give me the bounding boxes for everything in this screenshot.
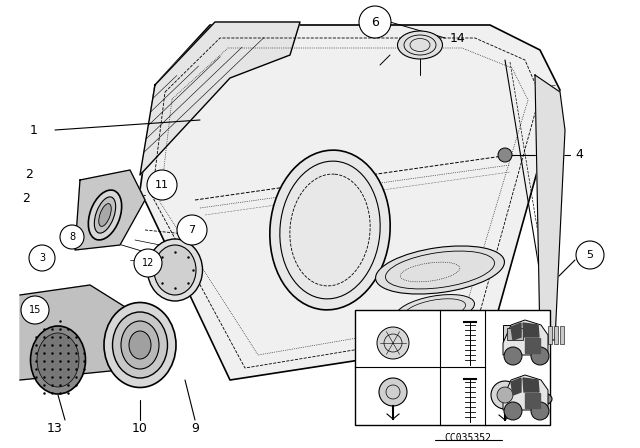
- Polygon shape: [525, 338, 540, 353]
- Circle shape: [60, 225, 84, 249]
- Circle shape: [531, 402, 549, 420]
- Text: 7: 7: [489, 313, 495, 323]
- Text: 15: 15: [29, 305, 41, 315]
- Text: 13: 13: [47, 422, 63, 435]
- Text: 9: 9: [191, 422, 199, 435]
- Bar: [503, 325, 527, 343]
- Bar: [355, 310, 550, 425]
- Circle shape: [504, 347, 522, 365]
- Ellipse shape: [121, 321, 159, 369]
- Polygon shape: [523, 378, 539, 392]
- Ellipse shape: [376, 246, 504, 294]
- Ellipse shape: [270, 150, 390, 310]
- Text: 5: 5: [537, 313, 543, 323]
- Circle shape: [29, 245, 55, 271]
- Text: 2: 2: [25, 168, 33, 181]
- Text: 3: 3: [39, 253, 45, 263]
- Text: 5: 5: [586, 250, 593, 260]
- Circle shape: [491, 381, 519, 409]
- Ellipse shape: [94, 197, 116, 233]
- Ellipse shape: [129, 331, 151, 359]
- Ellipse shape: [147, 239, 202, 301]
- Polygon shape: [511, 323, 521, 340]
- Text: 4: 4: [575, 148, 583, 161]
- Ellipse shape: [113, 312, 168, 378]
- Text: 10: 10: [132, 422, 148, 435]
- Polygon shape: [75, 170, 145, 250]
- Text: 1: 1: [30, 124, 38, 137]
- Circle shape: [504, 402, 522, 420]
- Text: 6: 6: [371, 16, 379, 29]
- Bar: [560, 326, 564, 344]
- Ellipse shape: [534, 393, 552, 405]
- Circle shape: [377, 327, 409, 359]
- Ellipse shape: [37, 333, 79, 387]
- Ellipse shape: [397, 31, 442, 59]
- Text: 6: 6: [489, 370, 495, 380]
- Polygon shape: [503, 375, 548, 410]
- Polygon shape: [523, 323, 539, 337]
- Polygon shape: [140, 25, 560, 380]
- Text: 8: 8: [69, 232, 75, 242]
- Circle shape: [531, 347, 549, 365]
- Text: 8: 8: [443, 370, 449, 380]
- Ellipse shape: [154, 245, 196, 295]
- Ellipse shape: [88, 190, 122, 240]
- Text: 15: 15: [359, 315, 371, 325]
- Circle shape: [498, 148, 512, 162]
- Polygon shape: [140, 22, 300, 175]
- Text: 2: 2: [22, 191, 30, 204]
- Bar: [507, 328, 523, 340]
- Text: 12: 12: [359, 370, 371, 380]
- Polygon shape: [511, 378, 521, 395]
- Text: 3: 3: [527, 370, 533, 380]
- Ellipse shape: [396, 295, 474, 325]
- Text: 7: 7: [188, 225, 196, 235]
- Circle shape: [177, 215, 207, 245]
- Polygon shape: [503, 320, 548, 355]
- Bar: [554, 326, 558, 344]
- Text: 14: 14: [450, 31, 466, 44]
- Polygon shape: [525, 393, 540, 408]
- Circle shape: [359, 6, 391, 38]
- Circle shape: [21, 296, 49, 324]
- Text: 11: 11: [155, 180, 169, 190]
- Circle shape: [379, 378, 407, 406]
- Text: 11: 11: [443, 313, 455, 323]
- Circle shape: [497, 387, 513, 403]
- Polygon shape: [535, 75, 565, 340]
- Bar: [548, 326, 552, 344]
- Circle shape: [147, 170, 177, 200]
- Circle shape: [576, 241, 604, 269]
- Ellipse shape: [99, 203, 111, 226]
- Circle shape: [134, 249, 162, 277]
- Polygon shape: [20, 285, 130, 380]
- Text: 12: 12: [142, 258, 154, 268]
- Ellipse shape: [31, 326, 86, 394]
- Text: CC035352: CC035352: [445, 433, 492, 443]
- Ellipse shape: [104, 302, 176, 388]
